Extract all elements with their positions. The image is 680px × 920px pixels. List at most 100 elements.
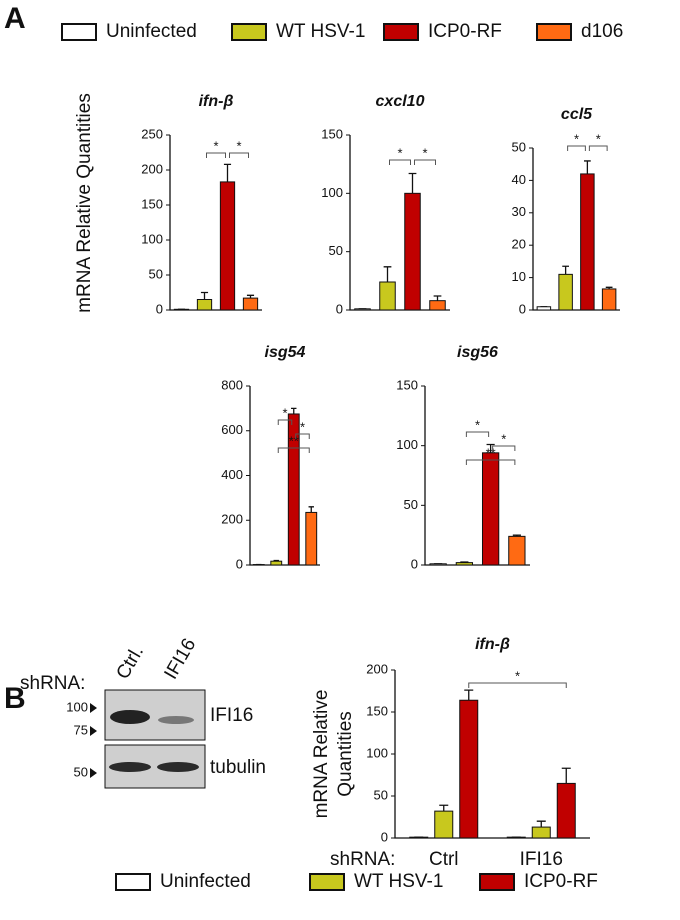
significance-label: * [397, 145, 402, 160]
legend-label: WT HSV-1 [276, 21, 365, 42]
y-tick-label: 10 [512, 269, 526, 284]
y-tick-label: 20 [512, 237, 526, 252]
significance-label: * [475, 417, 480, 432]
legend-swatch [536, 23, 572, 41]
legend-swatch [383, 23, 419, 41]
y-tick-label: 600 [221, 422, 243, 437]
y-tick-label: 50 [404, 497, 418, 512]
y-tick-label: 200 [221, 512, 243, 527]
bar [481, 452, 500, 566]
y-axis-label: Quantities [335, 711, 356, 797]
bar [270, 560, 283, 566]
mw-marker: 75 [74, 722, 88, 737]
y-tick-label: 150 [141, 196, 163, 211]
significance-bracket [567, 145, 586, 151]
y-tick-label: 100 [396, 437, 418, 452]
bar [508, 535, 526, 566]
bar [506, 836, 526, 839]
significance-label: * [501, 431, 506, 446]
y-tick-label: 100 [141, 231, 163, 246]
legend-label: ICP0-RF [428, 21, 502, 42]
y-tick-label: 0 [156, 301, 163, 316]
significance-bracket [588, 145, 608, 151]
legend-swatch [61, 23, 97, 41]
y-axis-label: mRNA Relative [311, 690, 332, 819]
bar [219, 181, 236, 311]
bar [196, 299, 213, 311]
y-tick-label: 150 [396, 377, 418, 392]
significance-bracket [468, 682, 567, 688]
marker-arrow [90, 703, 97, 778]
y-tick-label: 150 [366, 703, 388, 718]
legend-swatch [479, 873, 515, 891]
legend-label: WT HSV-1 [354, 871, 443, 892]
band [110, 710, 150, 724]
error-bar [408, 172, 417, 194]
error-bar [291, 407, 297, 414]
y-tick-label: 100 [366, 745, 388, 760]
legend-label: Uninfected [160, 871, 251, 892]
bar [455, 562, 474, 566]
y-tick-label: 800 [221, 377, 243, 392]
bar [242, 297, 259, 311]
error-bar [584, 160, 591, 174]
error-bar [561, 767, 571, 784]
significance-bracket [492, 445, 516, 451]
axis [532, 148, 620, 311]
bar [434, 810, 454, 839]
bar [305, 511, 318, 566]
lane-label: Ctrl. [112, 642, 148, 683]
error-bar [308, 506, 314, 513]
protein-label: IFI16 [210, 705, 253, 726]
error-bar [562, 265, 569, 275]
chart-title: cxcl10 [376, 93, 425, 110]
error-bar [486, 443, 495, 453]
bar [409, 836, 429, 839]
error-bar [200, 291, 209, 300]
legend-swatch [115, 873, 151, 891]
significance-bracket [295, 433, 310, 439]
error-bar [439, 804, 449, 812]
bar [601, 288, 617, 311]
legend-label: Uninfected [106, 21, 197, 42]
bar [536, 306, 552, 311]
bar [459, 699, 479, 839]
significance-label: * [236, 138, 241, 153]
panel-label: B [4, 682, 26, 715]
bar [287, 413, 300, 566]
bar [354, 308, 371, 311]
bar [580, 173, 595, 311]
chart-title: ifn-β [199, 93, 234, 110]
bar [379, 281, 396, 311]
bar [556, 782, 576, 839]
legend-swatch [309, 873, 345, 891]
y-tick-label: 0 [236, 556, 243, 571]
mw-marker: 100 [66, 699, 88, 714]
significance-label: * [574, 131, 579, 146]
legend-label: ICP0-RF [524, 871, 598, 892]
significance-label: ** [486, 445, 496, 460]
y-axis-label: mRNA Relative Quantities [74, 93, 95, 313]
band [109, 762, 151, 772]
error-bar [223, 163, 232, 182]
error-bar [383, 266, 392, 282]
x-axis-prefix: shRNA: [330, 849, 395, 870]
y-tick-label: 0 [336, 301, 343, 316]
bar [404, 192, 421, 311]
y-tick-label: 400 [221, 467, 243, 482]
significance-label: * [515, 668, 520, 683]
x-tick-label: IFI16 [520, 849, 563, 870]
chart-title: ccl5 [561, 106, 593, 123]
significance-bracket [389, 159, 411, 165]
y-tick-label: 50 [512, 139, 526, 154]
y-tick-label: 40 [512, 172, 526, 187]
panel-label: A [4, 2, 26, 35]
y-tick-label: 200 [366, 661, 388, 676]
significance-bracket [414, 159, 436, 165]
y-tick-label: 0 [519, 301, 526, 316]
mw-marker: 50 [74, 764, 88, 779]
significance-label: ** [289, 433, 299, 448]
significance-bracket [277, 419, 293, 425]
lane-label: IFI16 [160, 635, 200, 683]
